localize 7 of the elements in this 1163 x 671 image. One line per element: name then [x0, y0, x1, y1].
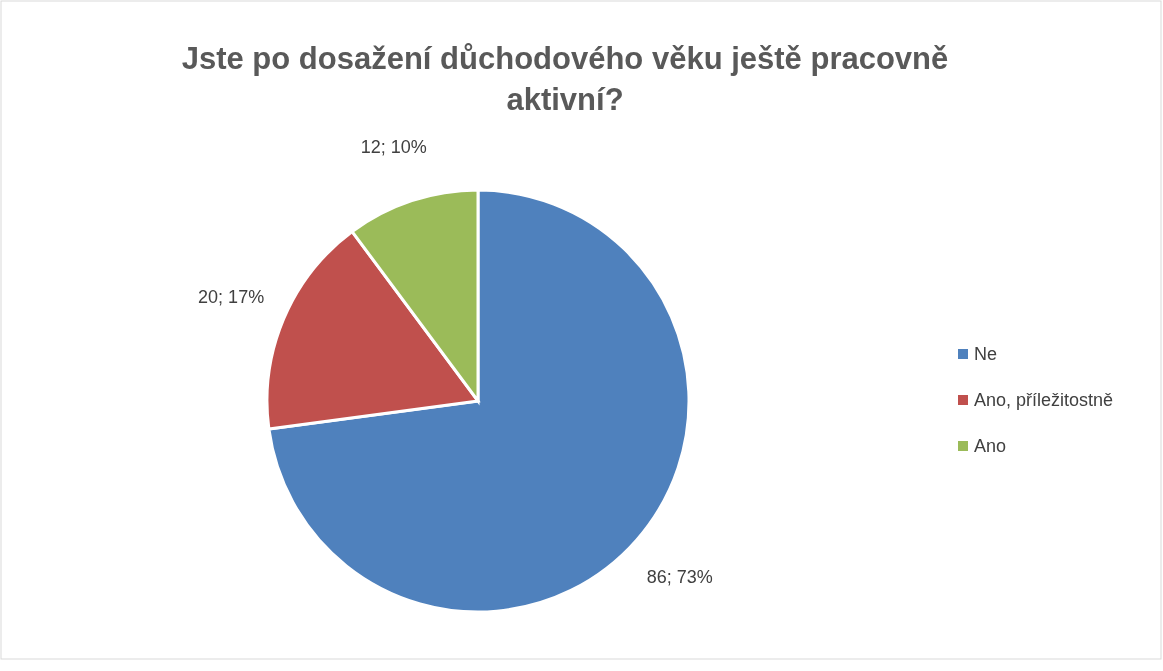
chart-title: Jste po dosažení důchodového věku ještě pracovně aktivní? — [181, 41, 949, 117]
legend-label: Ano — [974, 436, 1007, 456]
legend-label: Ano, příležitostně — [974, 390, 1114, 410]
data-label: 20; 17% — [198, 286, 265, 307]
data-label: 86; 73% — [646, 567, 713, 588]
data-label: 12; 10% — [360, 136, 427, 157]
legend-label: Ne — [974, 344, 998, 364]
